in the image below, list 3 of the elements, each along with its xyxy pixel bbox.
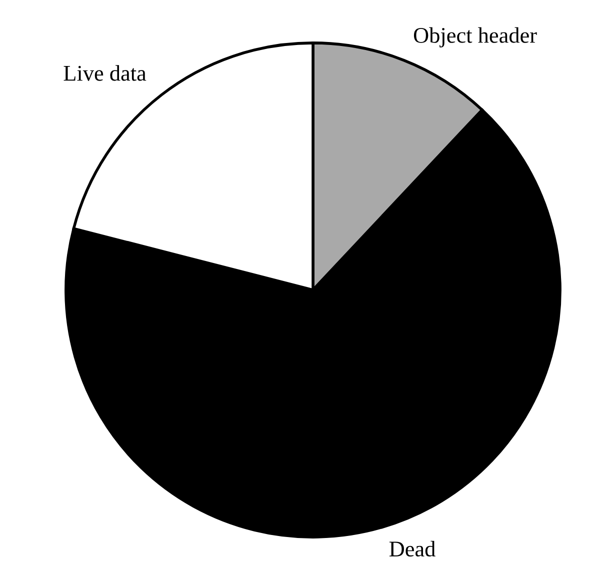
slice-label: Object header [414, 27, 537, 48]
slice-label: Live data [64, 65, 146, 81]
slice-label: Dead [389, 540, 436, 557]
